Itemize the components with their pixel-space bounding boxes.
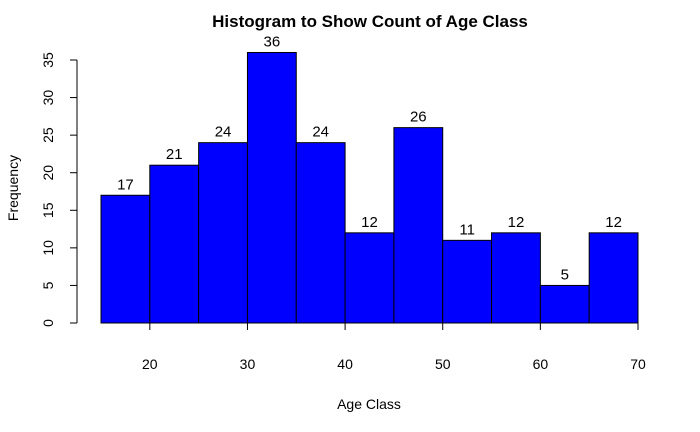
x-tick-label: 20 <box>142 356 158 372</box>
bar-data-label: 5 <box>561 266 569 283</box>
y-tick-label: 15 <box>40 202 56 218</box>
bar-data-label: 12 <box>605 214 622 231</box>
bar-data-label: 21 <box>166 146 183 163</box>
bar-data-label: 12 <box>361 214 378 231</box>
y-tick-label: 35 <box>40 52 56 68</box>
x-axis-title: Age Class <box>337 396 401 412</box>
y-tick-label: 20 <box>40 165 56 181</box>
histogram-bar <box>588 232 639 324</box>
bar-data-label: 24 <box>312 124 329 141</box>
x-tick-label: 30 <box>240 356 256 372</box>
histogram-bar <box>295 142 346 324</box>
y-tick-label: 10 <box>40 240 56 256</box>
histogram-bar <box>149 164 200 324</box>
x-tick-label: 60 <box>533 356 549 372</box>
bar-data-label: 11 <box>459 221 475 238</box>
x-tick-label: 50 <box>435 356 451 372</box>
histogram-bar <box>442 239 493 324</box>
y-axis-title: Frequency <box>5 155 21 221</box>
histogram-bar <box>100 194 151 324</box>
y-tick-label: 0 <box>40 319 56 327</box>
bar-data-label: 12 <box>508 214 525 231</box>
histogram-bar <box>246 51 297 324</box>
histogram-bar <box>539 284 590 324</box>
plot-area: 17 21 24 36 24 12 26 11 12 5 12 20 30 40 50 60 70 0 5 10 15 2… <box>40 33 646 372</box>
y-tick-label: 30 <box>40 90 56 106</box>
histogram-bar <box>344 232 395 324</box>
x-tick-label: 70 <box>630 356 646 372</box>
bar-data-label: 17 <box>117 176 134 193</box>
y-tick-label: 5 <box>40 281 56 289</box>
chart-title: Histogram to Show Count of Age Class <box>212 12 528 31</box>
y-tick-label: 25 <box>40 127 56 143</box>
x-tick-label: 40 <box>337 356 353 372</box>
histogram-bar <box>393 127 444 324</box>
bar-data-label: 26 <box>410 109 427 126</box>
histogram-bar <box>491 232 541 324</box>
histogram-bar <box>198 142 248 324</box>
bar-data-label: 36 <box>264 33 281 50</box>
bar-data-label: 24 <box>215 124 232 141</box>
